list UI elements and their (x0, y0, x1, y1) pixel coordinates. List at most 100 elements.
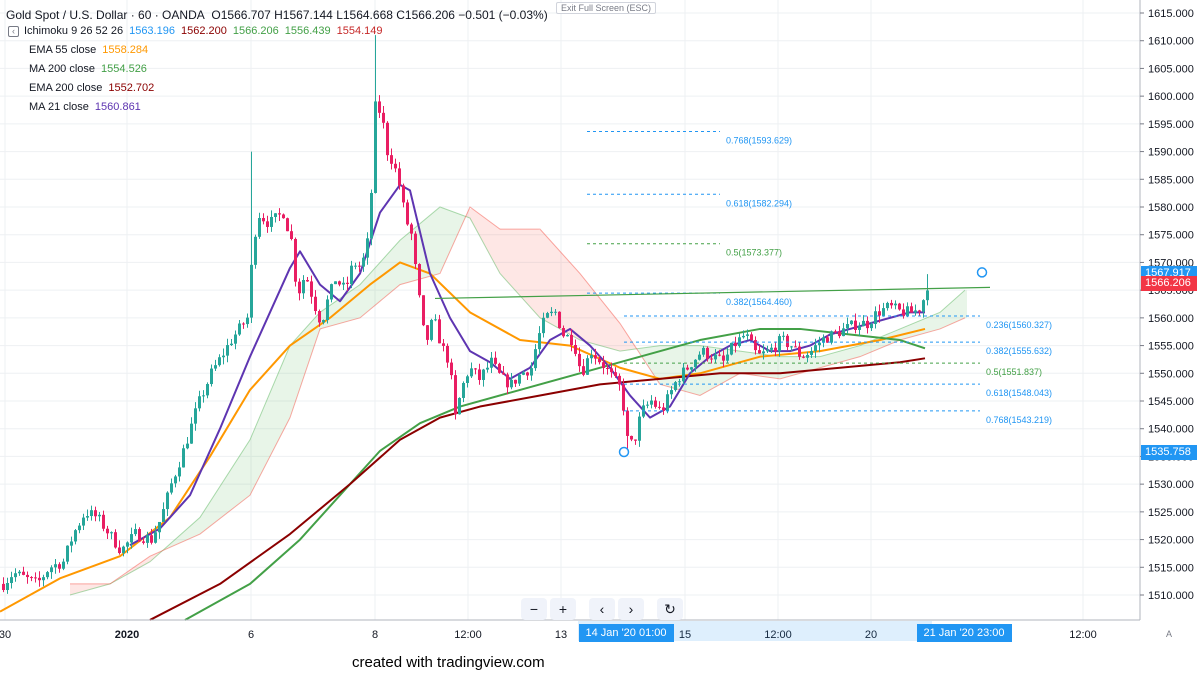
candle-body (366, 238, 369, 258)
cloud-segment (346, 292, 349, 322)
ema55-line (0, 261, 926, 613)
indicator-row[interactable]: EMA 55 close 1558.284 (29, 41, 148, 60)
candle-body (354, 265, 357, 267)
candle-body (218, 357, 221, 366)
cloud-segment (154, 553, 157, 559)
cloud-segment (382, 256, 385, 300)
time-tick-label: 6 (248, 629, 254, 641)
fib-level-label: 0.236(1560.327) (986, 320, 1052, 330)
candle-body (138, 529, 141, 542)
price-tick-label: 1600.000 (1148, 91, 1194, 103)
candle-body (22, 571, 25, 575)
price-tick-label: 1570.000 (1148, 257, 1194, 269)
cloud-segment (508, 229, 511, 286)
scroll-right-button[interactable]: › (618, 598, 644, 620)
indicator-row[interactable]: MA 21 close 1560.861 (29, 98, 141, 117)
candle-body (30, 577, 33, 579)
cloud-segment (205, 504, 208, 531)
price-tick-label: 1520.000 (1148, 535, 1194, 547)
cloud-segment (607, 307, 610, 349)
cloud-segment (391, 246, 394, 293)
cloud-segment (364, 276, 367, 315)
candle-body (14, 573, 17, 578)
cloud-segment (832, 352, 835, 365)
candle-body (574, 344, 577, 354)
candle-body (278, 213, 281, 215)
cloud-segment (823, 354, 826, 367)
cloud-segment (670, 345, 673, 388)
indicator-row[interactable]: MA 200 close 1554.526 (29, 60, 147, 79)
reset-chart-button[interactable]: ↻ (657, 598, 683, 620)
candle-body (742, 335, 745, 338)
candle-body (358, 265, 361, 267)
scroll-left-button[interactable]: ‹ (589, 598, 615, 620)
candle-body (418, 264, 421, 296)
candle-body (694, 359, 697, 368)
candle-body (146, 535, 149, 543)
zoom-in-button[interactable]: + (550, 598, 576, 620)
cloud-segment (904, 326, 907, 339)
time-tick-label: 13 (555, 629, 567, 641)
cloud-segment (781, 356, 784, 379)
indicator-row[interactable]: EMA 200 close 1552.702 (29, 79, 154, 98)
senkou-span-b (70, 206, 966, 585)
cloud-segment (130, 567, 133, 573)
ohlc-readout: O1566.707 H1567.144 L1564.668 C1566.206 … (211, 8, 548, 22)
cloud-segment (148, 555, 151, 563)
indicator-row[interactable]: ‹ Ichimoku 9 26 52 26 1563.196 1562.200 1566… (8, 22, 383, 41)
candle-body (846, 324, 849, 329)
time-tick-label: 20 (865, 629, 877, 641)
candle-body (826, 337, 829, 343)
candle-body (126, 542, 129, 547)
candle-body (6, 583, 9, 591)
cloud-segment (301, 330, 304, 386)
cloud-segment (223, 477, 226, 517)
candle-body (862, 320, 865, 327)
collapse-icon[interactable]: ‹ (8, 26, 19, 37)
cloud-segment (145, 557, 148, 565)
indicator-value: 1554.149 (336, 25, 383, 37)
candle-body (382, 112, 385, 123)
cloud-segment (526, 229, 529, 306)
candle-body (842, 328, 845, 337)
candle-body (282, 214, 285, 219)
cloud-segment (118, 576, 121, 580)
cloud-segment (553, 243, 556, 327)
candle-body (306, 280, 309, 282)
candle-body (750, 334, 753, 341)
exit-full-screen-button[interactable]: Exit Full Screen (ESC) (556, 2, 657, 14)
candle-body (290, 231, 293, 239)
candle-body (698, 354, 701, 360)
candle-body (78, 525, 81, 531)
cloud-segment (421, 220, 424, 279)
cloud-segment (124, 572, 127, 577)
candle-body (502, 372, 505, 375)
candle-body (114, 532, 117, 548)
fib-level-label: 0.5(1551.837) (986, 367, 1042, 377)
cloud-segment (583, 277, 586, 342)
candle-body (906, 306, 909, 317)
candle-body (714, 354, 717, 360)
cloud-segment (97, 583, 100, 588)
candle-body (390, 155, 393, 164)
cloud-segment (139, 561, 142, 568)
cloud-segment (865, 342, 868, 355)
zoom-out-button[interactable]: − (521, 598, 547, 620)
cloud-segment (931, 314, 934, 332)
auto-scale-button[interactable]: A (1165, 629, 1172, 639)
price-tag: 1566.206 (1141, 275, 1197, 291)
cloud-segment (772, 355, 775, 379)
candle-body (342, 282, 345, 285)
cloud-segment (808, 356, 811, 372)
candle-body (858, 326, 861, 330)
time-tick-label: 2020 (115, 629, 139, 641)
cloud-segment (478, 212, 481, 239)
cloud-segment (637, 348, 640, 354)
price-tick-label: 1575.000 (1148, 230, 1194, 242)
cloud-segment (220, 481, 223, 519)
candle-body (246, 317, 249, 325)
cloud-segment (646, 347, 649, 368)
time-tick-label: 30 (0, 629, 11, 641)
candle-body (86, 516, 89, 518)
